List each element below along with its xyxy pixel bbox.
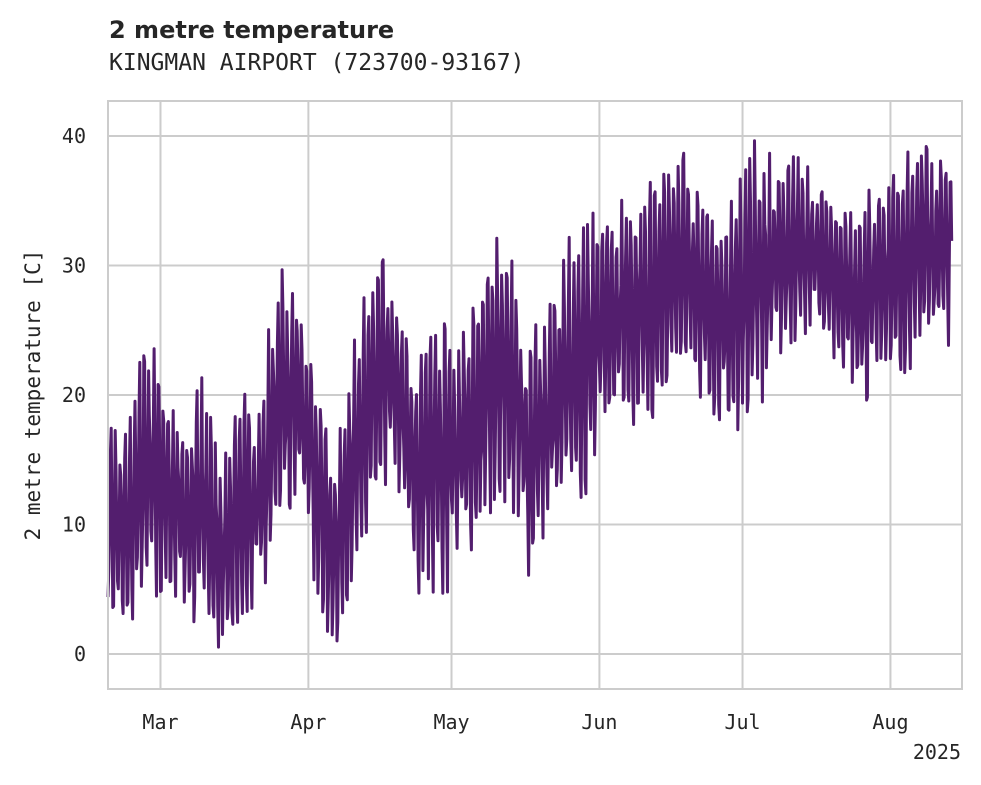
chart-title: 2 metre temperature xyxy=(109,16,395,44)
x-tick-label: Apr xyxy=(290,710,326,734)
x-tick-label: Aug xyxy=(872,710,908,734)
y-tick-label: 10 xyxy=(62,513,86,537)
y-tick-label: 40 xyxy=(62,124,86,148)
y-tick-label: 30 xyxy=(62,253,86,277)
y-tick-label: 0 xyxy=(74,642,86,666)
temperature-series-line xyxy=(106,139,954,649)
tick-layer: 0 10 20 30 40 Mar Apr May Jun Jul Aug xyxy=(62,124,909,734)
y-tick-label: 20 xyxy=(62,383,86,407)
chart-subtitle: KINGMAN AIRPORT (723700-93167) xyxy=(109,50,525,76)
x-tick-label: Jul xyxy=(724,710,760,734)
plot-frame xyxy=(107,100,963,690)
x-offset-label: 2025 xyxy=(913,740,961,764)
y-axis-label: 2 metre temperature [C] xyxy=(21,250,45,541)
x-tick-label: Jun xyxy=(581,710,617,734)
data-layer xyxy=(106,139,954,649)
x-tick-label: May xyxy=(433,710,469,734)
x-tick-label: Mar xyxy=(142,710,178,734)
